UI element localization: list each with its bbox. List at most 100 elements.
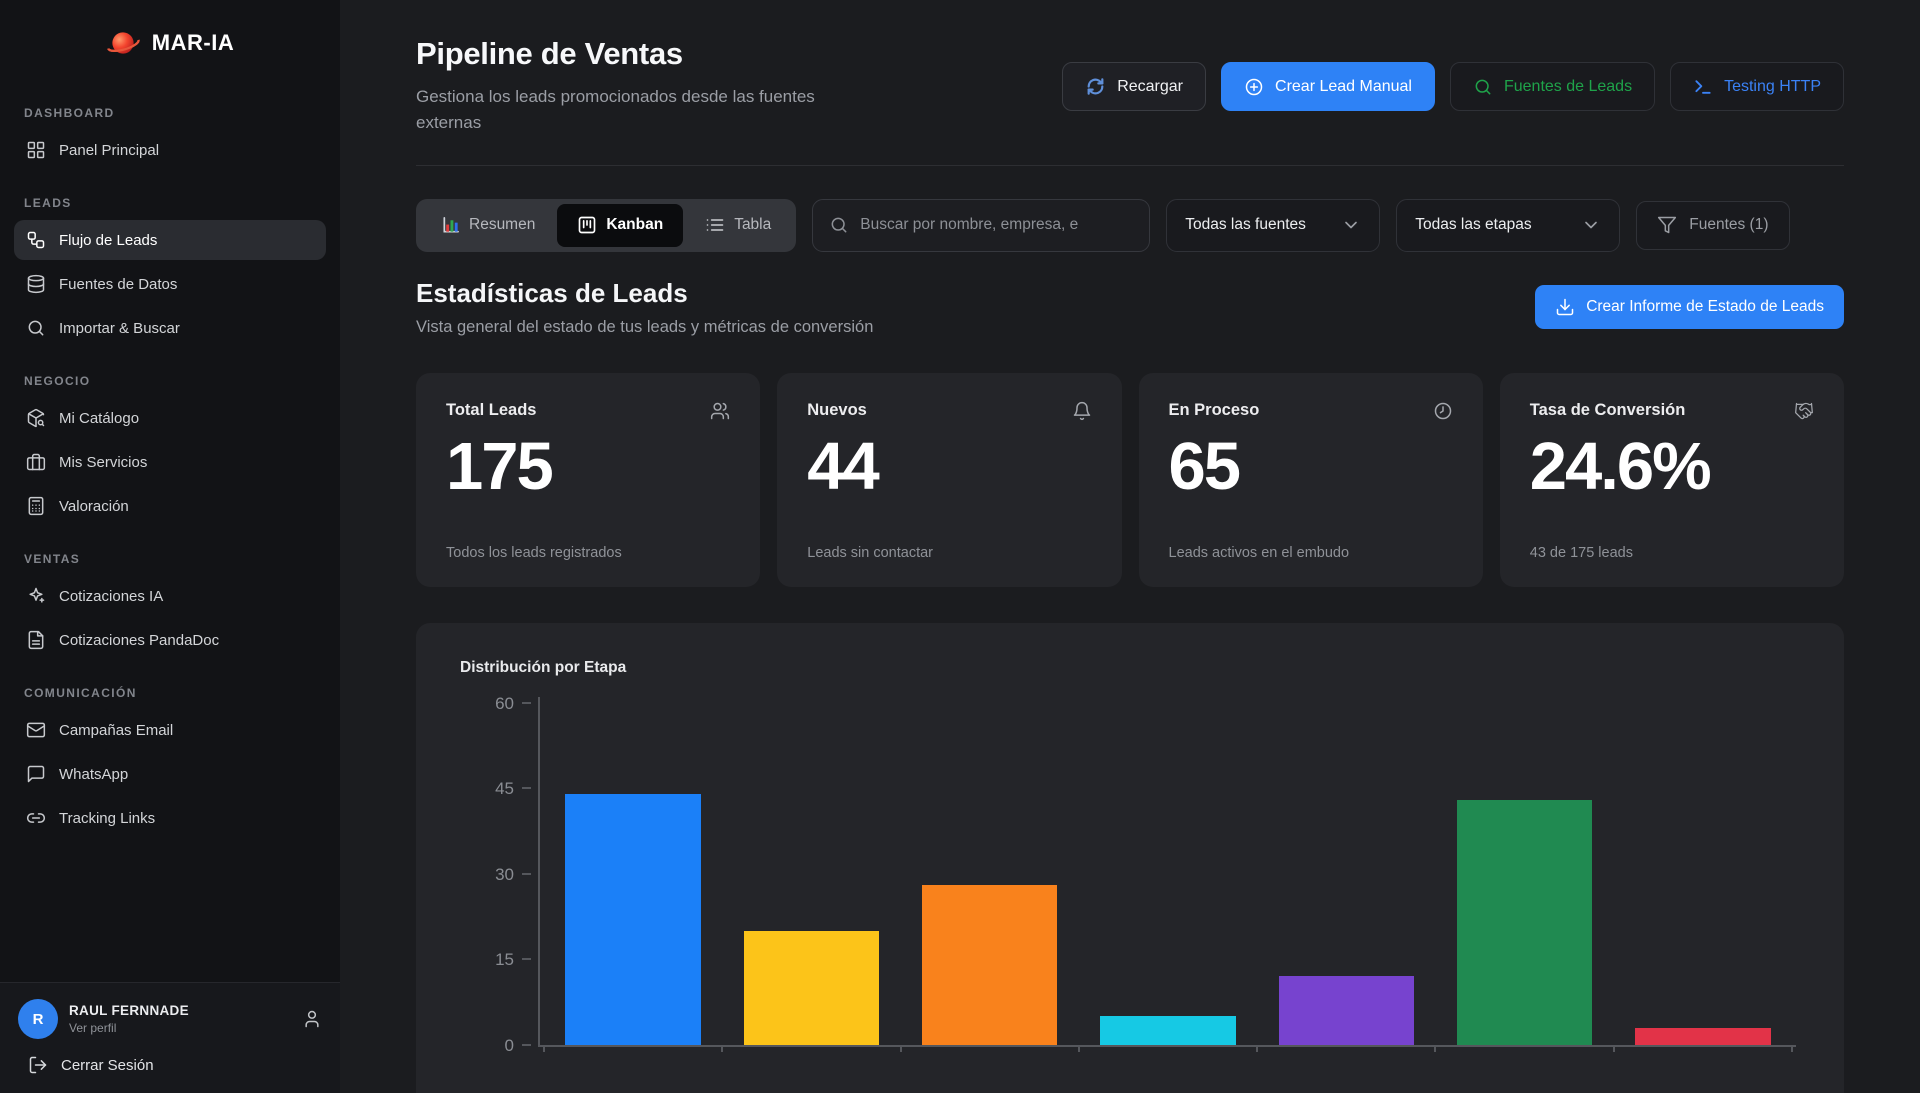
sidebar-item-label: Fuentes de Datos [59,275,178,293]
x-axis-tick [1791,1044,1793,1052]
y-axis-label: 60 [495,693,514,713]
header-divider [416,164,1844,166]
y-axis-label: 45 [495,779,514,799]
file-text-icon [26,630,46,650]
search-icon [26,318,46,338]
page-title: Pipeline de Ventas [416,36,683,71]
y-axis-label: 30 [495,864,514,884]
user-profile[interactable]: R RAUL FERNNADE Ver perfil [18,999,322,1039]
search-icon [1473,77,1493,97]
search-icon [829,215,849,235]
stat-card-description: Todos los leads registrados [446,544,622,561]
sidebar-item-label: WhatsApp [59,765,129,783]
x-axis-tick [721,1044,724,1052]
sidebar-item-label: Importar & Buscar [59,319,180,337]
tab-kanban[interactable]: Kanban [557,203,684,247]
list-icon [705,215,725,235]
sidebar-item-mis-servicios[interactable]: Mis Servicios [14,442,326,482]
section-label: COMUNICACIÓN [24,686,137,700]
create-report-button[interactable]: Crear Informe de Estado de Leads [1535,285,1844,330]
sidebar-item-valoraci-n[interactable]: Valoración [14,486,326,526]
sidebar-nav: DASHBOARD Panel Principal LEADS Flujo de Le… [0,74,340,982]
terminal-icon [1693,77,1713,97]
sidebar-item-label: Mi Catálogo [59,409,140,427]
stats-header: Estadísticas de Leads Vista general del … [416,278,1844,337]
app-name: MAR-IA [151,30,235,55]
stat-card-value: 24.6% [1529,428,1712,504]
sidebar-item-fuentes-de-datos[interactable]: Fuentes de Datos [14,264,326,304]
sidebar-footer: R RAUL FERNNADE Ver perfil Cerrar Sesión [0,982,340,1093]
lead-sources-button[interactable]: Fuentes de Leads [1449,62,1656,111]
refresh-icon [1085,76,1106,97]
package-search-icon [26,408,46,428]
bars-area [543,703,1793,1052]
y-axis-tick [522,958,531,961]
chart-card: Distribución por Etapa 0 15 30 45 60 [416,622,1844,1093]
testing-http-button[interactable]: Testing HTTP [1670,62,1844,111]
avatar: R [18,999,58,1039]
sidebar-item-flujo-de-leads[interactable]: Flujo de Leads [14,220,326,260]
sidebar-item-label: Cotizaciones IA [59,587,164,605]
stat-card-description: Leads sin contactar [807,544,933,561]
sparkles-icon [26,586,46,606]
stat-card-value: 175 [446,428,554,504]
bar-6 [1635,1027,1771,1045]
logout-button[interactable]: Cerrar Sesión [18,1039,322,1075]
stats-title: Estadísticas de Leads [416,277,688,308]
stat-card-description: 43 de 175 leads [1529,544,1633,561]
section-label: DASHBOARD [24,106,115,120]
download-icon [1555,297,1575,317]
sidebar-item-importar-buscar[interactable]: Importar & Buscar [14,308,326,348]
header-actions: Recargar Crear Lead Manual Fuentes de Le… [1062,62,1844,111]
stage-filter-select[interactable]: Todas las etapas [1396,198,1621,252]
sidebar-item-cotizaciones-ia[interactable]: Cotizaciones IA [14,576,326,616]
sidebar-item-whatsapp[interactable]: WhatsApp [14,754,326,794]
fuentes-filter-button[interactable]: Fuentes (1) [1636,200,1790,250]
sidebar-item-campa-as-email[interactable]: Campañas Email [14,710,326,750]
source-filter-select[interactable]: Todas las fuentes [1166,198,1381,252]
y-axis-tick [522,787,531,790]
sidebar-item-tracking-links[interactable]: Tracking Links [14,798,326,838]
stat-card-description: Leads activos en el embudo [1168,544,1350,561]
sidebar-item-mi-cat-logo[interactable]: Mi Catálogo [14,398,326,438]
sidebar-item-label: Cotizaciones PandaDoc [59,631,220,649]
bar-0 [565,793,701,1045]
x-axis-tick [543,1044,545,1052]
x-axis-tick [1077,1044,1080,1052]
stat-card: En Proceso 65 Leads activos en el embudo [1138,372,1483,587]
sidebar-item-panel-principal[interactable]: Panel Principal [14,130,326,170]
y-axis-tick [522,1043,531,1046]
link-icon [26,808,46,828]
clock-icon [1433,401,1453,421]
sidebar-item-cotizaciones-pandadoc[interactable]: Cotizaciones PandaDoc [14,620,326,660]
planet-logo-icon [106,26,140,60]
main-content: Pipeline de Ventas Gestiona los leads pr… [340,0,1920,1093]
create-lead-button[interactable]: Crear Lead Manual [1221,62,1435,111]
view-tab-group: Resumen Kanban Tabla [416,198,797,252]
y-axis-tick [522,701,531,704]
stat-cards-row: Total Leads 175 Todos los leads registrado… [416,372,1844,587]
user-name: RAUL FERNNADE [69,1003,189,1018]
stat-card: Nuevos 44 Leads sin contactar [777,372,1122,587]
stat-card: Total Leads 175 Todos los leads registrado… [416,372,761,587]
chart-title: Distribución por Etapa [460,658,627,676]
page-header: Pipeline de Ventas Gestiona los leads pr… [416,36,1844,137]
stat-card-label: Tasa de Conversión [1529,400,1686,419]
x-axis-tick [1612,1044,1615,1052]
tab-resumen[interactable]: Resumen [421,204,555,247]
bar-2 [921,885,1058,1045]
stat-card-label: Total Leads [446,400,537,419]
stat-card-label: Nuevos [807,400,867,419]
search-box [812,198,1151,252]
search-input[interactable] [860,216,1134,235]
users-icon [710,401,730,421]
tab-tabla[interactable]: Tabla [685,204,791,247]
logout-label: Cerrar Sesión [61,1056,154,1074]
handshake-icon [1794,401,1814,421]
chevron-down-icon [1581,215,1601,235]
reload-button[interactable]: Recargar [1062,62,1207,111]
y-axis-label: 15 [495,950,514,970]
x-axis-tick [1256,1044,1259,1052]
bar-chart: 0 15 30 45 60 [460,694,1800,1055]
